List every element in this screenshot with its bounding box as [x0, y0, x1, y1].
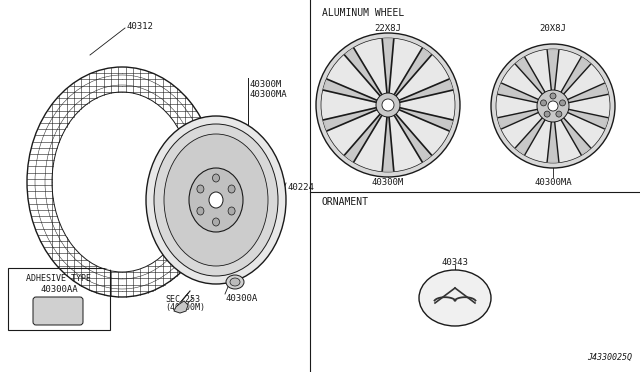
Text: ALUMINUM WHEEL: ALUMINUM WHEEL [322, 8, 404, 18]
Ellipse shape [212, 218, 220, 226]
Polygon shape [499, 83, 542, 103]
Circle shape [316, 33, 460, 177]
Polygon shape [516, 58, 547, 97]
Text: 40312: 40312 [127, 22, 154, 31]
Polygon shape [547, 118, 557, 162]
Ellipse shape [197, 185, 204, 193]
Text: 20X8J: 20X8J [540, 24, 566, 33]
Ellipse shape [226, 275, 244, 289]
Circle shape [491, 44, 615, 168]
Text: (40700M): (40700M) [165, 303, 205, 312]
Circle shape [314, 31, 462, 179]
Ellipse shape [164, 134, 268, 266]
Ellipse shape [209, 192, 223, 208]
Text: 40300M: 40300M [250, 80, 282, 89]
Polygon shape [174, 301, 188, 313]
Text: 40300MA: 40300MA [534, 178, 572, 187]
Circle shape [541, 100, 547, 106]
Ellipse shape [197, 207, 204, 215]
Circle shape [537, 90, 569, 122]
Polygon shape [559, 58, 591, 97]
Text: SEC.253: SEC.253 [165, 295, 200, 304]
Polygon shape [382, 115, 394, 171]
Circle shape [550, 93, 556, 99]
Ellipse shape [53, 93, 191, 271]
Ellipse shape [154, 124, 278, 276]
Circle shape [548, 101, 558, 111]
Polygon shape [548, 50, 559, 94]
Circle shape [321, 38, 455, 172]
Polygon shape [564, 109, 607, 129]
Text: J4330025Q: J4330025Q [587, 353, 632, 362]
Text: 40224: 40224 [288, 183, 315, 192]
FancyBboxPatch shape [8, 268, 110, 330]
Text: 40300A: 40300A [225, 294, 257, 303]
Circle shape [489, 42, 617, 170]
Text: ADHESIVE TYPE: ADHESIVE TYPE [26, 274, 92, 283]
Polygon shape [498, 109, 542, 128]
Polygon shape [345, 113, 383, 161]
Ellipse shape [228, 207, 235, 215]
Circle shape [559, 100, 566, 106]
Polygon shape [559, 115, 589, 154]
Circle shape [556, 111, 562, 117]
Ellipse shape [419, 270, 491, 326]
Polygon shape [564, 84, 608, 103]
Text: 40300M: 40300M [372, 178, 404, 187]
Ellipse shape [230, 278, 240, 286]
Polygon shape [397, 107, 452, 131]
Polygon shape [397, 79, 452, 103]
Text: 40300AA: 40300AA [40, 285, 78, 294]
Ellipse shape [189, 168, 243, 232]
Text: ORNAMENT: ORNAMENT [322, 197, 369, 207]
Ellipse shape [212, 174, 220, 182]
Ellipse shape [228, 185, 235, 193]
FancyBboxPatch shape [33, 297, 83, 325]
Polygon shape [382, 39, 394, 95]
Polygon shape [345, 48, 383, 97]
Text: 22X8J: 22X8J [374, 24, 401, 33]
Text: 40343: 40343 [442, 258, 468, 267]
Circle shape [496, 49, 610, 163]
Circle shape [382, 99, 394, 111]
Text: 40300MA: 40300MA [250, 90, 287, 99]
Polygon shape [324, 79, 379, 103]
Circle shape [544, 111, 550, 117]
Polygon shape [324, 107, 379, 131]
Circle shape [376, 93, 400, 117]
Polygon shape [393, 48, 431, 97]
Polygon shape [393, 113, 431, 161]
Ellipse shape [146, 116, 286, 284]
Polygon shape [516, 115, 547, 154]
